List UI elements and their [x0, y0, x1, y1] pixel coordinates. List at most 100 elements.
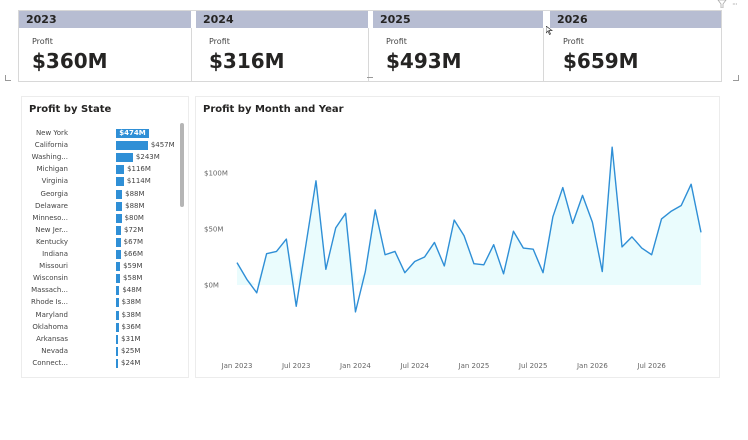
data-point[interactable]	[373, 208, 377, 212]
more-options-icon[interactable]: ···	[732, 0, 738, 9]
state-bar[interactable]	[116, 346, 118, 356]
state-bar[interactable]	[116, 177, 124, 187]
kpi-card-2024[interactable]: 2024 Profit $316M	[196, 11, 368, 81]
state-row[interactable]: Kentucky $67M	[22, 236, 182, 248]
data-point[interactable]	[383, 253, 387, 257]
data-point[interactable]	[561, 186, 565, 190]
data-point[interactable]	[314, 179, 318, 183]
state-row[interactable]: Virginia $114M	[22, 175, 182, 187]
state-bar[interactable]	[116, 165, 125, 175]
series-line[interactable]	[236, 146, 702, 313]
state-bar[interactable]	[116, 322, 119, 332]
state-row[interactable]: Indiana $66M	[22, 248, 182, 260]
state-bar[interactable]	[116, 250, 121, 259]
data-point[interactable]	[541, 271, 545, 275]
data-point[interactable]	[669, 209, 673, 213]
data-point[interactable]	[590, 220, 594, 224]
state-bar[interactable]	[116, 274, 121, 284]
data-point[interactable]	[344, 211, 348, 215]
state-bar[interactable]	[116, 225, 121, 235]
state-row[interactable]: Oklahoma $36M	[22, 321, 182, 333]
data-point[interactable]	[472, 262, 476, 266]
state-row[interactable]: Delaware $88M	[22, 200, 182, 212]
state-row[interactable]: Wisconsin $58M	[22, 272, 182, 284]
state-bar[interactable]	[116, 237, 121, 247]
data-point[interactable]	[442, 264, 446, 268]
data-point[interactable]	[452, 218, 456, 222]
data-point[interactable]	[551, 215, 555, 219]
state-row[interactable]: Nevada $25M	[22, 345, 182, 357]
state-row[interactable]: Maryland $38M	[22, 309, 182, 321]
data-point[interactable]	[482, 263, 486, 267]
data-point[interactable]	[304, 242, 308, 246]
state-bar[interactable]	[116, 129, 149, 138]
data-point[interactable]	[660, 217, 664, 221]
data-point[interactable]	[334, 226, 338, 230]
state-row[interactable]: Georgia $88M	[22, 188, 182, 200]
data-point[interactable]	[511, 229, 515, 233]
data-point[interactable]	[423, 255, 427, 259]
data-point[interactable]	[245, 277, 249, 281]
data-point[interactable]	[284, 237, 288, 241]
state-bar[interactable]	[116, 153, 133, 163]
state-row[interactable]: Rhode Is... $38M	[22, 296, 182, 308]
kpi-card-2025[interactable]: 2025 Profit $493M	[373, 11, 543, 81]
data-point[interactable]	[235, 261, 239, 265]
state-bar[interactable]	[116, 298, 119, 308]
data-point[interactable]	[699, 230, 703, 234]
state-bar[interactable]	[116, 358, 118, 368]
state-row[interactable]: Washing... $243M	[22, 151, 182, 163]
data-point[interactable]	[630, 235, 634, 239]
filter-icon[interactable]	[715, 0, 729, 8]
state-row[interactable]: Arkansas $31M	[22, 333, 182, 345]
scrollbar[interactable]	[180, 123, 184, 207]
kpi-card-2023[interactable]: 2023 Profit $360M	[19, 11, 191, 81]
data-point[interactable]	[265, 252, 269, 256]
state-row[interactable]: Michigan $116M	[22, 163, 182, 175]
data-point[interactable]	[581, 193, 585, 197]
data-point[interactable]	[274, 249, 278, 253]
data-point[interactable]	[393, 249, 397, 253]
data-point[interactable]	[571, 221, 575, 225]
data-point[interactable]	[413, 259, 417, 263]
data-point[interactable]	[363, 270, 367, 274]
data-point[interactable]	[650, 253, 654, 257]
data-point[interactable]	[679, 203, 683, 207]
resize-handle[interactable]	[733, 75, 739, 81]
profit-line-chart[interactable]: $0M $50M $100M Jan 2023 Jul 2023 Jan 2024 Jul …	[196, 97, 719, 377]
data-point[interactable]	[353, 310, 357, 314]
state-row[interactable]: New York $474M	[22, 127, 182, 139]
resize-handle[interactable]	[5, 75, 11, 81]
data-point[interactable]	[600, 270, 604, 274]
state-row[interactable]: Missouri $59M	[22, 260, 182, 272]
data-point[interactable]	[610, 145, 614, 149]
data-point[interactable]	[640, 246, 644, 250]
data-point[interactable]	[689, 182, 693, 186]
state-row[interactable]: Minneso... $80M	[22, 212, 182, 224]
state-row[interactable]: Massach... $48M	[22, 284, 182, 296]
data-point[interactable]	[492, 243, 496, 247]
state-bar[interactable]	[116, 310, 119, 320]
state-bar[interactable]	[116, 262, 121, 272]
data-point[interactable]	[294, 304, 298, 308]
kpi-card-2026[interactable]: 2026 Profit $659M	[550, 11, 721, 81]
data-point[interactable]	[324, 267, 328, 271]
state-bar[interactable]	[116, 213, 122, 223]
state-bar[interactable]	[116, 286, 120, 296]
data-point[interactable]	[403, 271, 407, 275]
data-point[interactable]	[620, 245, 624, 249]
state-bar[interactable]	[116, 334, 119, 344]
state-row[interactable]: New Jer... $72M	[22, 224, 182, 236]
state-row[interactable]: Connect... $24M	[22, 357, 182, 369]
data-point[interactable]	[521, 246, 525, 250]
data-point[interactable]	[462, 234, 466, 238]
data-point[interactable]	[531, 247, 535, 251]
data-point[interactable]	[432, 240, 436, 244]
state-bar[interactable]	[116, 189, 123, 199]
resize-handle[interactable]	[367, 77, 373, 78]
data-point[interactable]	[502, 272, 506, 276]
data-point[interactable]	[255, 291, 259, 295]
state-row[interactable]: California $457M	[22, 139, 182, 151]
state-bar[interactable]	[116, 141, 148, 151]
state-bar[interactable]	[116, 201, 123, 211]
